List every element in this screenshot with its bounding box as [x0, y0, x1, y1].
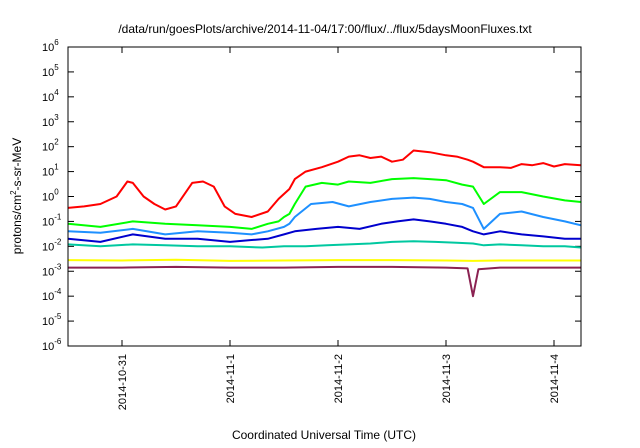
y-tick-exp: -1 [54, 212, 62, 221]
y-tick-base: 10 [42, 92, 54, 104]
y-tick-label: 101 [42, 163, 59, 179]
y-tick-exp: 5 [54, 63, 59, 72]
y-tick-exp: -3 [54, 262, 62, 271]
y-axis-label: protons/cm2-s-sr-MeV [9, 138, 24, 254]
x-tick-label: 2014-10-31 [117, 354, 129, 410]
y-tick-exp: -2 [54, 237, 62, 246]
y-tick-label: 100 [42, 188, 59, 204]
series-line-3 [67, 196, 582, 236]
y-axis-label-sup: 2 [9, 190, 18, 195]
y-tick-base: 10 [42, 42, 54, 54]
x-tick-label: 2014-11-2 [333, 354, 345, 403]
plot-frame [67, 46, 582, 347]
y-tick-label: 10-1 [42, 212, 62, 228]
y-axis-ticks: 10-610-510-410-310-210-11001011021031041… [42, 38, 581, 353]
y-axis-label-rest: -s-sr-MeV [10, 138, 24, 191]
y-tick-exp: 6 [54, 38, 59, 47]
y-tick-exp: 1 [54, 163, 59, 172]
y-tick-base: 10 [42, 117, 54, 129]
chart-title: /data/run/goesPlots/archive/2014-11-04/1… [118, 22, 532, 36]
series-line-4 [67, 218, 581, 243]
x-axis-ticks: 2014-10-31 2014-11-1 2014-11-2 2014-11-3 201… [117, 47, 561, 410]
y-tick-label: 102 [42, 138, 59, 154]
y-tick-base: 10 [42, 142, 54, 154]
y-tick-label: 104 [42, 88, 59, 104]
y-tick-label: 103 [42, 113, 59, 129]
y-tick-exp: 2 [54, 138, 59, 147]
y-tick-exp: 0 [54, 188, 59, 197]
series-line-5 [67, 240, 582, 249]
y-tick-base: 10 [42, 291, 54, 303]
y-tick-base: 10 [42, 216, 54, 228]
series-line-2 [67, 177, 582, 230]
y-tick-exp: 3 [54, 113, 59, 122]
y-tick-exp: 4 [54, 88, 59, 97]
series-group [67, 149, 582, 298]
series-line-6 [67, 258, 581, 262]
y-tick-label: 10-4 [42, 287, 62, 303]
y-tick-exp: -6 [54, 337, 62, 346]
x-axis-label: Coordinated Universal Time (UTC) [232, 428, 416, 442]
y-tick-base: 10 [42, 241, 54, 253]
x-tick-label: 2014-11-4 [549, 354, 561, 403]
y-tick-base: 10 [42, 266, 54, 278]
y-tick-base: 10 [42, 167, 54, 179]
x-tick-label: 2014-11-1 [225, 354, 237, 403]
series-line-1 [67, 149, 582, 218]
y-tick-label: 105 [42, 63, 59, 79]
y-tick-label: 10-6 [42, 337, 62, 353]
y-tick-exp: -4 [54, 287, 62, 296]
y-tick-label: 10-5 [42, 312, 62, 328]
y-axis-label-base: protons/cm [10, 195, 24, 254]
y-tick-exp: -5 [54, 312, 62, 321]
y-tick-label: 106 [42, 38, 59, 54]
y-tick-label: 10-2 [42, 237, 62, 253]
y-tick-base: 10 [42, 341, 54, 353]
y-tick-base: 10 [42, 192, 54, 204]
y-tick-base: 10 [42, 67, 54, 79]
x-tick-label: 2014-11-3 [441, 354, 453, 403]
y-tick-base: 10 [42, 316, 54, 328]
series-line-7 [68, 265, 581, 298]
y-tick-label: 10-3 [42, 262, 62, 278]
